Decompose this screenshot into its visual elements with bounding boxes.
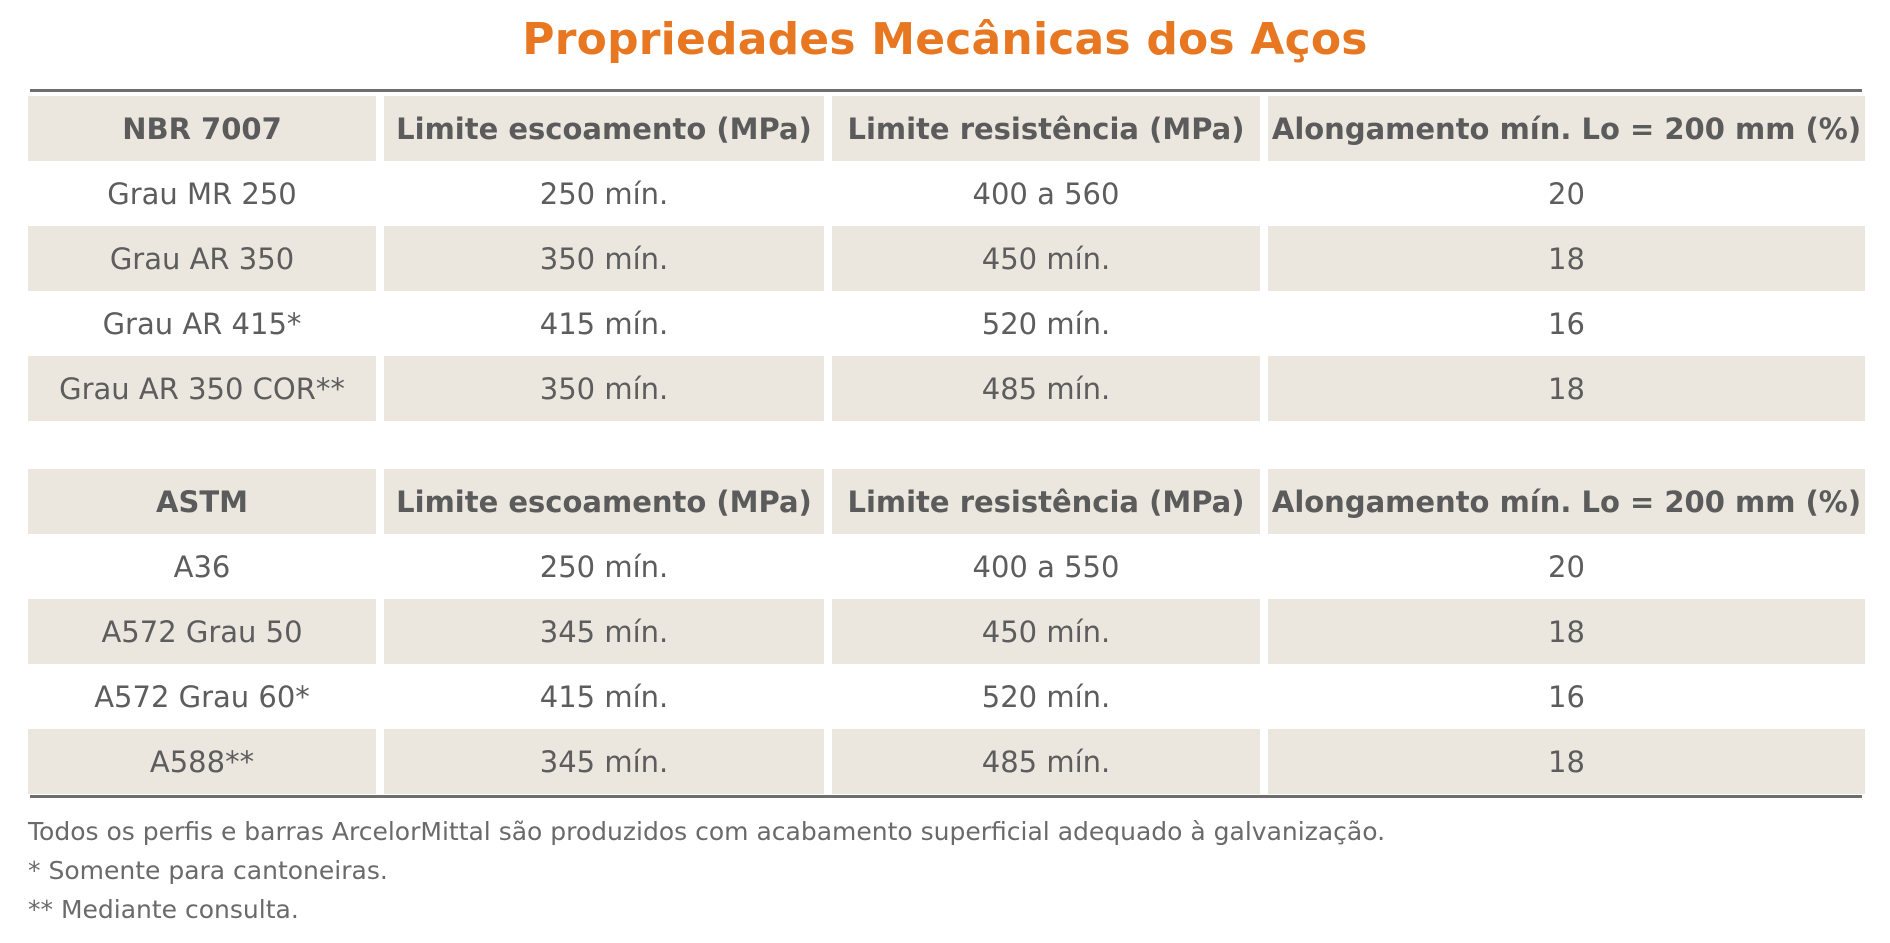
table-cell: 16 <box>1548 679 1585 714</box>
table-cell: 345 mín. <box>384 729 824 794</box>
table-astm: ASTM Limite escoamento (MPa) Limite resi… <box>28 469 1865 794</box>
table-cell: 16 <box>1548 306 1585 341</box>
bottom-rule <box>30 795 1862 798</box>
table-cell: 250 mín. <box>539 549 669 584</box>
table-cell: Grau AR 350 <box>28 226 376 291</box>
table-cell: 18 <box>1268 226 1865 291</box>
table-cell: 450 mín. <box>832 226 1260 291</box>
footnote-asterisk: * Somente para cantoneiras. <box>28 856 388 885</box>
table-nbr-7007: NBR 7007 Limite escoamento (MPa) Limite … <box>28 96 1865 421</box>
footnote-galvanization: Todos os perfis e barras ArcelorMittal s… <box>28 817 1386 846</box>
table-cell: 400 a 560 <box>972 176 1120 211</box>
table-cell: 18 <box>1268 599 1865 664</box>
table-cell: 520 mín. <box>981 306 1111 341</box>
table-cell: 415 mín. <box>539 679 669 714</box>
footnotes: Todos os perfis e barras ArcelorMittal s… <box>28 812 1385 929</box>
table-cell: 18 <box>1268 356 1865 421</box>
table-cell: Grau MR 250 <box>107 176 297 211</box>
table-cell: 20 <box>1548 549 1585 584</box>
table-cell: 450 mín. <box>832 599 1260 664</box>
header-cell: Alongamento mín. Lo = 200 mm (%) <box>1268 96 1865 161</box>
header-cell: NBR 7007 <box>28 96 376 161</box>
header-cell: Limite escoamento (MPa) <box>384 469 824 534</box>
header-cell: Limite resistência (MPa) <box>832 96 1260 161</box>
table-cell: 485 mín. <box>832 356 1260 421</box>
table-cell: 485 mín. <box>832 729 1260 794</box>
footnote-double-asterisk: ** Mediante consulta. <box>28 895 299 924</box>
table-cell: 345 mín. <box>384 599 824 664</box>
table-cell: 400 a 550 <box>972 549 1120 584</box>
header-cell: Limite resistência (MPa) <box>832 469 1260 534</box>
table-cell: 350 mín. <box>384 226 824 291</box>
header-cell: Limite escoamento (MPa) <box>384 96 824 161</box>
table-cell: 350 mín. <box>384 356 824 421</box>
header-cell: ASTM <box>28 469 376 534</box>
table-cell: 20 <box>1548 176 1585 211</box>
table-cell: 415 mín. <box>539 306 669 341</box>
table-cell: A572 Grau 50 <box>28 599 376 664</box>
table-cell: 18 <box>1268 729 1865 794</box>
page-title: Propriedades Mecânicas dos Aços <box>522 14 1368 65</box>
table-cell: 520 mín. <box>981 679 1111 714</box>
table-cell: A36 <box>173 549 231 584</box>
table-cell: Grau AR 415* <box>102 306 302 341</box>
table-cell: A572 Grau 60* <box>94 679 310 714</box>
top-rule <box>30 89 1862 92</box>
table-cell: Grau AR 350 COR** <box>28 356 376 421</box>
table-cell: A588** <box>28 729 376 794</box>
table-cell: 250 mín. <box>539 176 669 211</box>
header-cell: Alongamento mín. Lo = 200 mm (%) <box>1268 469 1865 534</box>
